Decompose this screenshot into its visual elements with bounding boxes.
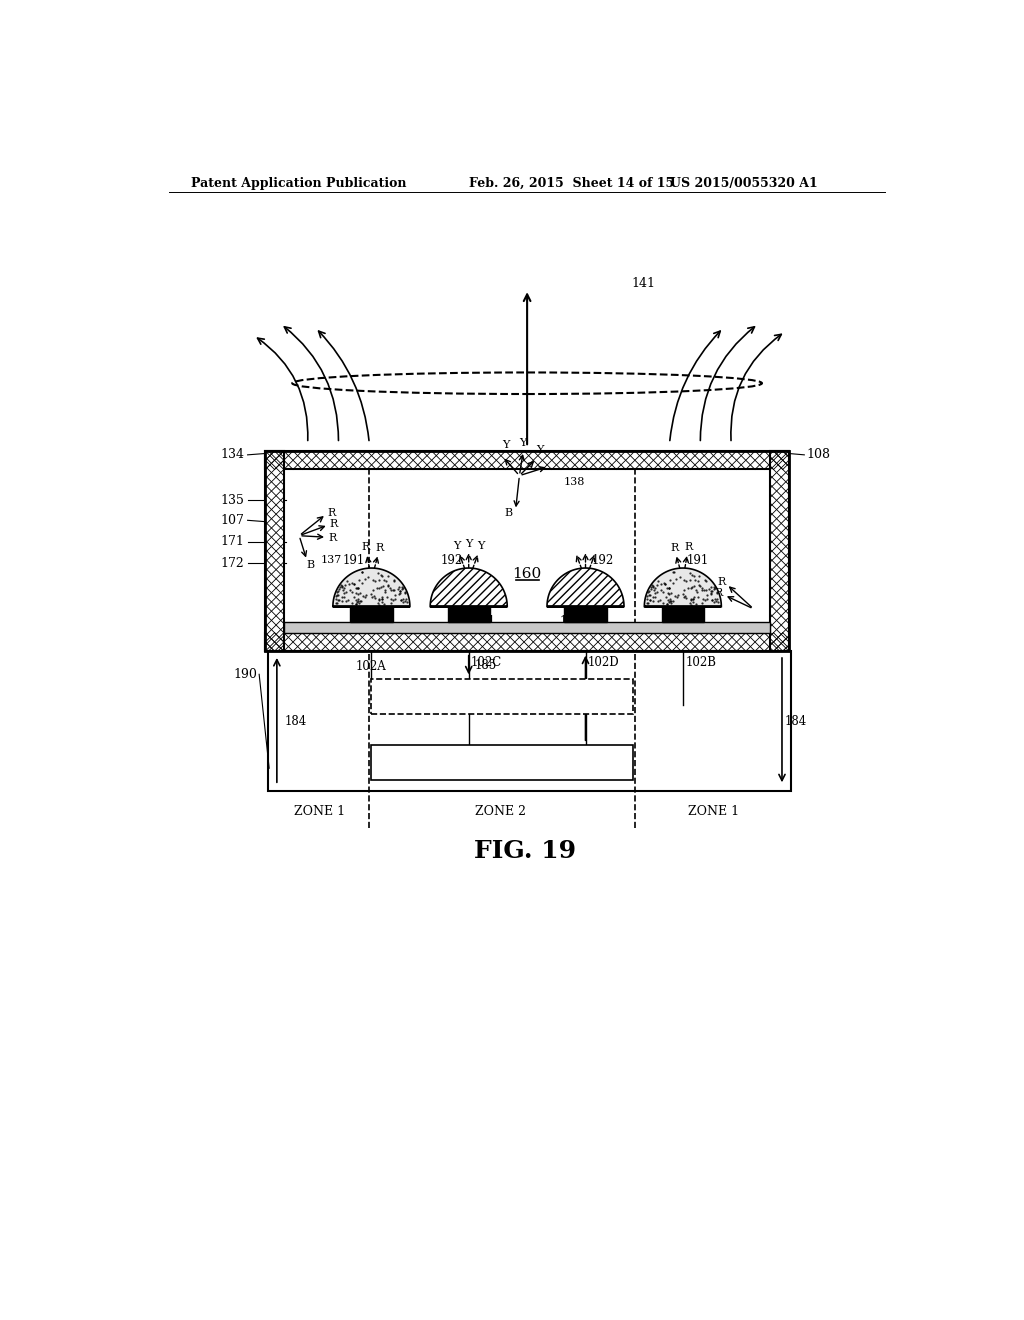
Text: 191: 191 (343, 554, 366, 566)
Text: 138: 138 (564, 477, 586, 487)
Text: FIG. 19: FIG. 19 (474, 840, 575, 863)
Text: Y: Y (453, 541, 460, 552)
Text: 191: 191 (687, 554, 709, 566)
Bar (770, 451, 788, 651)
Text: ZONE 2: ZONE 2 (475, 805, 525, 818)
Text: ZONE 1: ZONE 1 (294, 805, 345, 818)
Text: 102C: 102C (471, 656, 503, 669)
Text: Patent Application Publication: Patent Application Publication (190, 177, 407, 190)
Text: 102B: 102B (685, 656, 716, 669)
Bar (371, 678, 634, 714)
Text: 185: 185 (475, 659, 497, 672)
Text: 184: 184 (285, 714, 307, 727)
Polygon shape (430, 568, 507, 607)
Bar (284, 622, 770, 632)
Bar (265, 451, 788, 651)
Bar (350, 607, 392, 622)
Text: B: B (505, 508, 513, 517)
Text: CURRENT SOURCE: CURRENT SOURCE (434, 686, 570, 698)
Text: B: B (306, 560, 314, 570)
Text: Y: Y (465, 539, 472, 549)
Text: 183: 183 (489, 764, 515, 776)
Bar (265, 451, 788, 470)
Text: Y: Y (536, 445, 543, 455)
Text: 192: 192 (440, 554, 463, 566)
Polygon shape (333, 568, 410, 607)
Text: 107: 107 (220, 513, 245, 527)
Text: Feb. 26, 2015  Sheet 14 of 15: Feb. 26, 2015 Sheet 14 of 15 (469, 177, 675, 190)
Bar (267, 651, 792, 792)
Text: US 2015/0055320 A1: US 2015/0055320 A1 (670, 177, 817, 190)
Text: CURRENT SOURCE: CURRENT SOURCE (434, 751, 570, 764)
Text: R: R (328, 533, 337, 543)
Text: R: R (670, 543, 678, 553)
Text: 135: 135 (220, 494, 245, 507)
Bar (564, 607, 606, 622)
Polygon shape (644, 568, 721, 607)
Text: 171: 171 (220, 536, 245, 548)
Text: Y: Y (519, 438, 527, 449)
Text: 134: 134 (220, 449, 245, 462)
Text: 182: 182 (489, 698, 515, 711)
Text: 108: 108 (807, 449, 830, 462)
Bar (662, 607, 705, 622)
Text: 193: 193 (559, 615, 582, 628)
Bar (371, 744, 634, 780)
Text: R: R (715, 589, 723, 598)
Text: 102D: 102D (588, 656, 620, 669)
Text: R: R (328, 508, 336, 517)
Text: 172: 172 (221, 557, 245, 570)
Text: R: R (330, 519, 338, 529)
Text: 194: 194 (472, 615, 495, 628)
Text: 160: 160 (512, 568, 542, 581)
Text: 184: 184 (785, 714, 807, 727)
Text: R: R (361, 543, 370, 552)
Text: R: R (684, 543, 692, 552)
Polygon shape (547, 568, 624, 607)
Bar (265, 632, 788, 651)
Text: Y: Y (477, 541, 484, 552)
Text: Y: Y (502, 440, 509, 450)
Text: 137: 137 (321, 556, 342, 565)
Text: R: R (376, 543, 384, 553)
Bar (265, 451, 284, 651)
Text: 102A: 102A (356, 660, 387, 673)
Bar (447, 607, 489, 622)
Text: 192: 192 (592, 554, 614, 566)
Text: R: R (717, 577, 725, 587)
Bar (284, 470, 770, 632)
Text: 185: 185 (592, 692, 614, 705)
Text: 190: 190 (233, 668, 257, 681)
Text: 141: 141 (631, 277, 655, 289)
Text: ZONE 1: ZONE 1 (688, 805, 739, 818)
